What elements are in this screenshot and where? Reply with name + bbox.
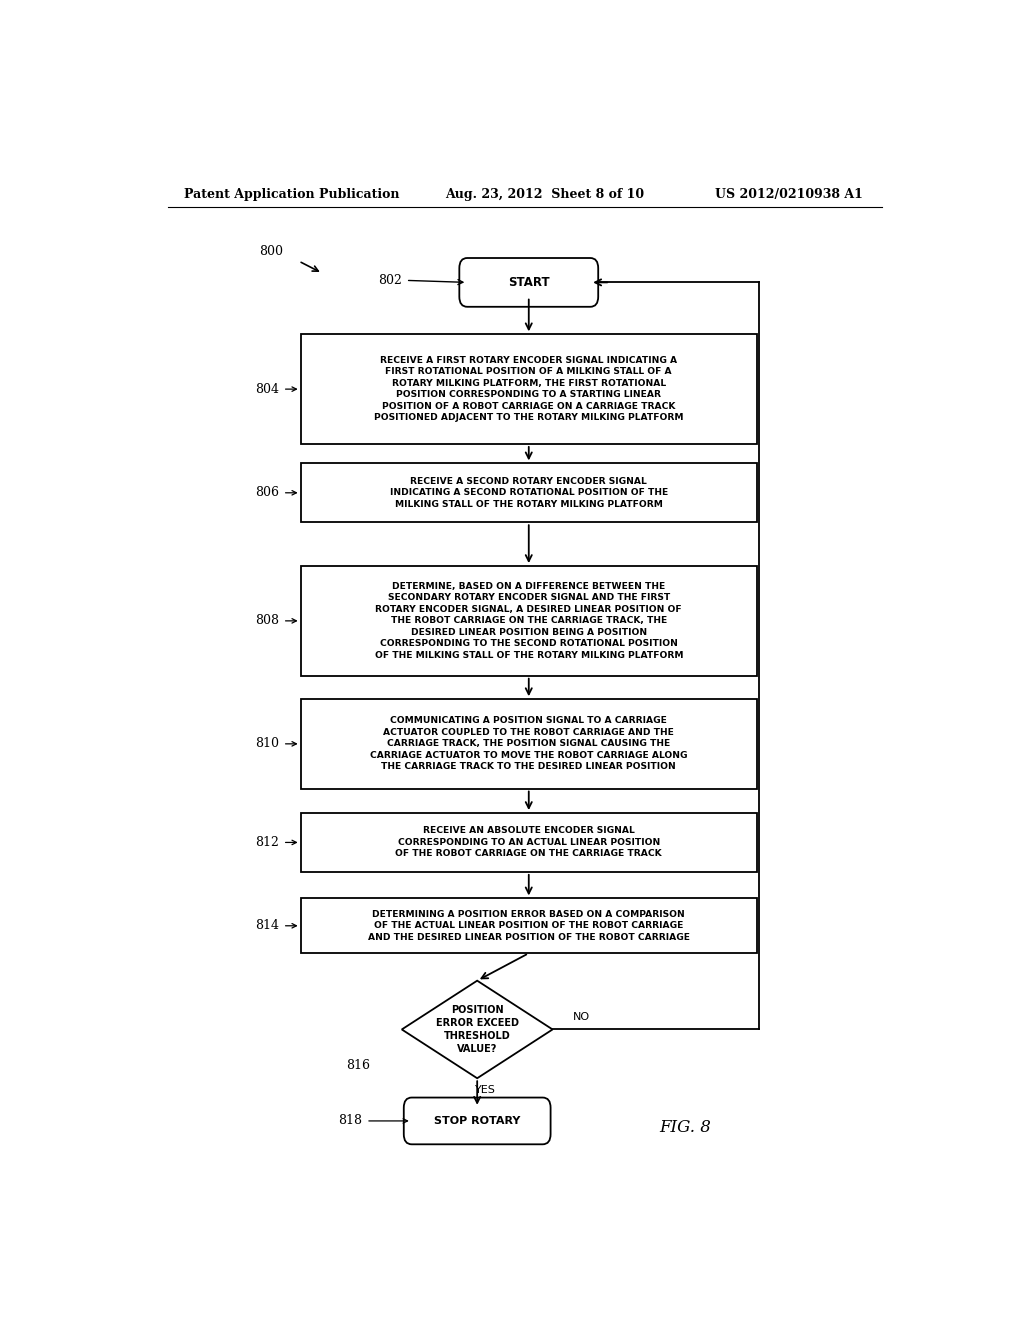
Text: RECEIVE AN ABSOLUTE ENCODER SIGNAL
CORRESPONDING TO AN ACTUAL LINEAR POSITION
OF: RECEIVE AN ABSOLUTE ENCODER SIGNAL CORRE… bbox=[395, 826, 663, 858]
Text: 818: 818 bbox=[338, 1114, 362, 1127]
Text: POSITION
ERROR EXCEED
THRESHOLD
VALUE?: POSITION ERROR EXCEED THRESHOLD VALUE? bbox=[435, 1006, 519, 1053]
Text: COMMUNICATING A POSITION SIGNAL TO A CARRIAGE
ACTUATOR COUPLED TO THE ROBOT CARR: COMMUNICATING A POSITION SIGNAL TO A CAR… bbox=[370, 717, 687, 771]
Text: 814: 814 bbox=[255, 919, 279, 932]
Text: 800: 800 bbox=[259, 246, 283, 259]
FancyBboxPatch shape bbox=[460, 257, 598, 306]
Bar bbox=[301, 899, 757, 953]
Text: NO: NO bbox=[572, 1012, 590, 1022]
Text: US 2012/0210938 A1: US 2012/0210938 A1 bbox=[715, 187, 863, 201]
Text: 816: 816 bbox=[346, 1059, 370, 1072]
Text: FIG. 8: FIG. 8 bbox=[659, 1118, 712, 1135]
Text: RECEIVE A SECOND ROTARY ENCODER SIGNAL
INDICATING A SECOND ROTATIONAL POSITION O: RECEIVE A SECOND ROTARY ENCODER SIGNAL I… bbox=[390, 477, 668, 508]
Text: RECEIVE A FIRST ROTARY ENCODER SIGNAL INDICATING A
FIRST ROTATIONAL POSITION OF : RECEIVE A FIRST ROTARY ENCODER SIGNAL IN… bbox=[374, 356, 683, 422]
Text: YES: YES bbox=[475, 1085, 496, 1096]
Bar bbox=[301, 813, 757, 873]
Bar bbox=[301, 566, 757, 676]
Polygon shape bbox=[401, 981, 553, 1078]
Text: DETERMINING A POSITION ERROR BASED ON A COMPARISON
OF THE ACTUAL LINEAR POSITION: DETERMINING A POSITION ERROR BASED ON A … bbox=[368, 909, 690, 941]
Text: 808: 808 bbox=[255, 614, 279, 627]
Text: Patent Application Publication: Patent Application Publication bbox=[183, 187, 399, 201]
Bar bbox=[301, 700, 757, 788]
Text: START: START bbox=[508, 276, 550, 289]
Bar bbox=[301, 463, 757, 523]
Text: 806: 806 bbox=[255, 486, 279, 499]
Text: 810: 810 bbox=[255, 738, 279, 750]
Bar bbox=[301, 334, 757, 444]
Text: DETERMINE, BASED ON A DIFFERENCE BETWEEN THE
SECONDARY ROTARY ENCODER SIGNAL AND: DETERMINE, BASED ON A DIFFERENCE BETWEEN… bbox=[375, 582, 683, 660]
Text: Aug. 23, 2012  Sheet 8 of 10: Aug. 23, 2012 Sheet 8 of 10 bbox=[445, 187, 644, 201]
Text: 804: 804 bbox=[255, 383, 279, 396]
Text: 802: 802 bbox=[378, 273, 401, 286]
Text: 812: 812 bbox=[255, 836, 279, 849]
Text: STOP ROTARY: STOP ROTARY bbox=[434, 1115, 520, 1126]
FancyBboxPatch shape bbox=[403, 1097, 551, 1144]
